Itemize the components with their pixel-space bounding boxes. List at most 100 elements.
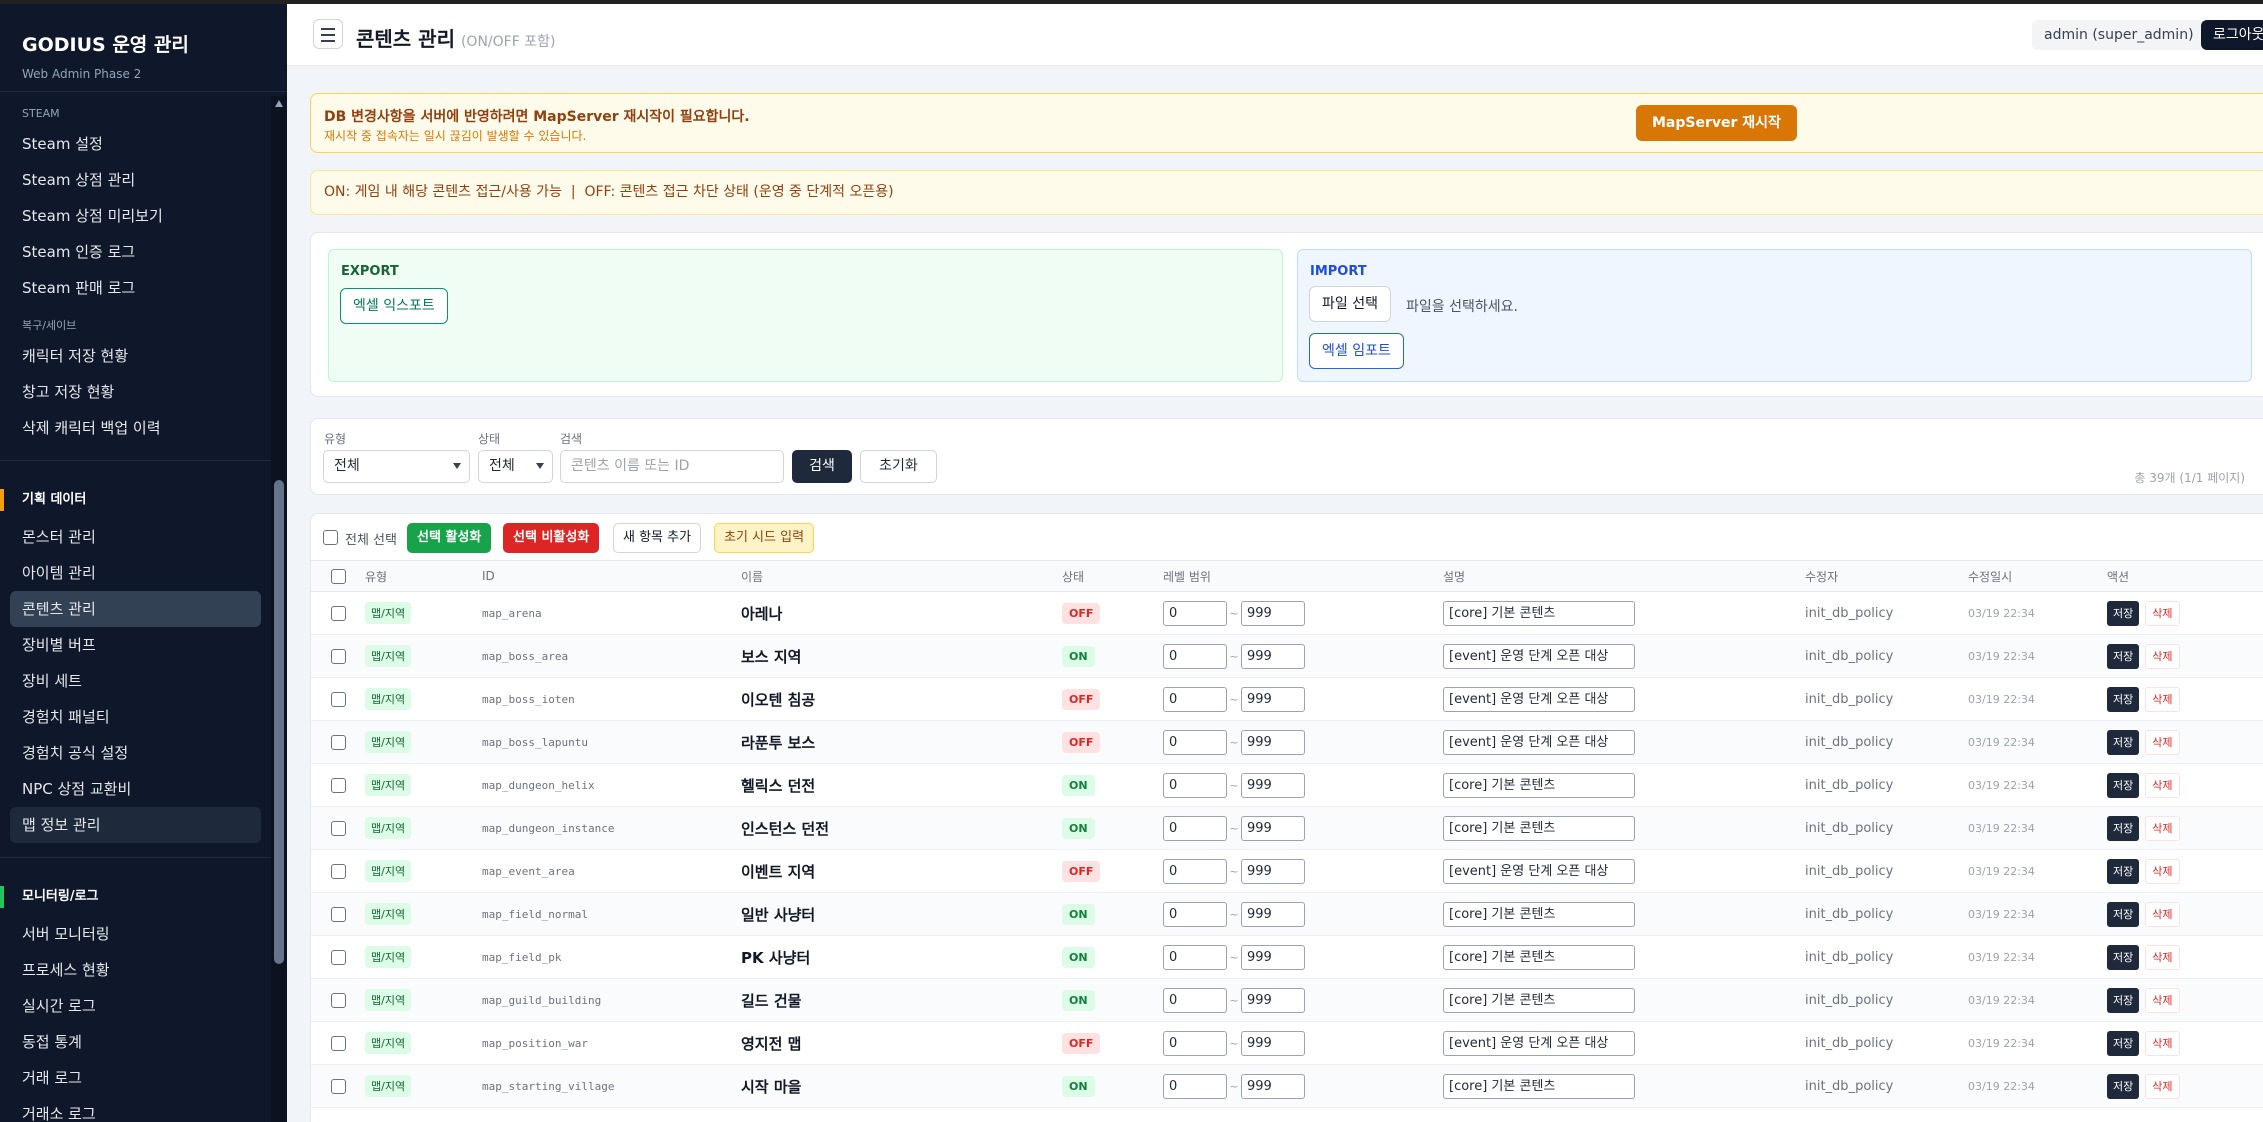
save-button[interactable]: 저장 xyxy=(2107,1073,2140,1099)
level-max-input[interactable]: 999 xyxy=(1241,858,1305,884)
save-button[interactable]: 저장 xyxy=(2107,600,2140,626)
row-checkbox[interactable] xyxy=(331,906,346,922)
level-max-input[interactable]: 999 xyxy=(1241,600,1305,626)
description-input[interactable]: [event] 운영 단계 오픈 대상 xyxy=(1443,858,1635,884)
nav-item[interactable]: 거래 로그 xyxy=(22,1069,82,1087)
nav-item[interactable]: 경험치 패널티 xyxy=(22,708,110,726)
state-badge[interactable]: OFF xyxy=(1062,688,1101,710)
save-button[interactable]: 저장 xyxy=(2107,815,2140,841)
description-input[interactable]: [event] 운영 단계 오픈 대상 xyxy=(1443,686,1635,712)
state-select[interactable]: 전체 xyxy=(478,450,553,483)
logout-button[interactable]: 로그아웃 xyxy=(2201,20,2263,50)
delete-button[interactable]: 삭제 xyxy=(2145,1030,2180,1056)
nav-item[interactable]: Steam 인증 로그 xyxy=(22,243,136,261)
state-badge[interactable]: OFF xyxy=(1062,602,1101,624)
row-checkbox[interactable] xyxy=(331,734,346,750)
level-max-input[interactable]: 999 xyxy=(1241,1073,1305,1099)
file-button[interactable]: 파일 선택 xyxy=(1309,286,1391,322)
nav-item[interactable]: Steam 상점 관리 xyxy=(22,171,136,189)
import-button[interactable]: 엑셀 임포트 xyxy=(1309,333,1404,369)
select-all-checkbox[interactable] xyxy=(323,530,338,545)
level-min-input[interactable]: 0 xyxy=(1163,600,1227,626)
save-button[interactable]: 저장 xyxy=(2107,643,2140,669)
state-badge[interactable]: OFF xyxy=(1062,1032,1101,1054)
search-input[interactable]: 콘텐츠 이름 또는 ID xyxy=(560,450,784,483)
state-badge[interactable]: ON xyxy=(1062,903,1095,925)
row-checkbox[interactable] xyxy=(331,691,346,707)
state-badge[interactable]: OFF xyxy=(1062,860,1101,882)
save-button[interactable]: 저장 xyxy=(2107,901,2140,927)
delete-button[interactable]: 삭제 xyxy=(2145,772,2180,798)
description-input[interactable]: [core] 기본 콘텐츠 xyxy=(1443,944,1635,970)
nav-item[interactable]: Steam 판매 로그 xyxy=(22,279,136,297)
level-max-input[interactable]: 999 xyxy=(1241,686,1305,712)
level-max-input[interactable]: 999 xyxy=(1241,772,1305,798)
activate-button[interactable]: 선택 활성화 xyxy=(407,523,492,553)
level-min-input[interactable]: 0 xyxy=(1163,815,1227,841)
state-badge[interactable]: OFF xyxy=(1062,731,1101,753)
save-button[interactable]: 저장 xyxy=(2107,1030,2140,1056)
level-max-input[interactable]: 999 xyxy=(1241,987,1305,1013)
nav-item[interactable]: 경험치 공식 설정 xyxy=(22,744,129,762)
state-badge[interactable]: ON xyxy=(1062,774,1095,796)
level-min-input[interactable]: 0 xyxy=(1163,944,1227,970)
save-button[interactable]: 저장 xyxy=(2107,944,2140,970)
nav-item[interactable]: 장비 세트 xyxy=(22,672,82,690)
level-min-input[interactable]: 0 xyxy=(1163,987,1227,1013)
row-checkbox[interactable] xyxy=(331,1035,346,1051)
level-min-input[interactable]: 0 xyxy=(1163,643,1227,669)
level-max-input[interactable]: 999 xyxy=(1241,729,1305,755)
seed-button[interactable]: 초기 시드 입력 xyxy=(714,523,815,553)
state-badge[interactable]: ON xyxy=(1062,989,1095,1011)
delete-button[interactable]: 삭제 xyxy=(2145,901,2180,927)
level-min-input[interactable]: 0 xyxy=(1163,858,1227,884)
restart-button[interactable]: MapServer 재시작 xyxy=(1636,105,1797,141)
save-button[interactable]: 저장 xyxy=(2107,858,2140,884)
level-min-input[interactable]: 0 xyxy=(1163,729,1227,755)
save-button[interactable]: 저장 xyxy=(2107,686,2140,712)
delete-button[interactable]: 삭제 xyxy=(2145,987,2180,1013)
state-badge[interactable]: ON xyxy=(1062,1075,1095,1097)
nav-item[interactable]: 프로세스 현황 xyxy=(22,961,110,979)
delete-button[interactable]: 삭제 xyxy=(2145,643,2180,669)
description-input[interactable]: [event] 운영 단계 오픈 대상 xyxy=(1443,729,1635,755)
level-min-input[interactable]: 0 xyxy=(1163,772,1227,798)
nav-item[interactable]: 서버 모니터링 xyxy=(22,925,110,943)
delete-button[interactable]: 삭제 xyxy=(2145,815,2180,841)
delete-button[interactable]: 삭제 xyxy=(2145,944,2180,970)
save-button[interactable]: 저장 xyxy=(2107,987,2140,1013)
delete-button[interactable]: 삭제 xyxy=(2145,686,2180,712)
level-max-input[interactable]: 999 xyxy=(1241,815,1305,841)
state-badge[interactable]: ON xyxy=(1062,645,1095,667)
nav-item[interactable]: 콘텐츠 관리 xyxy=(10,591,261,627)
description-input[interactable]: [event] 운영 단계 오픈 대상 xyxy=(1443,643,1635,669)
nav-item[interactable]: 거래소 로그 xyxy=(22,1105,96,1122)
level-max-input[interactable]: 999 xyxy=(1241,944,1305,970)
description-input[interactable]: [core] 기본 콘텐츠 xyxy=(1443,772,1635,798)
row-checkbox[interactable] xyxy=(331,820,346,836)
nav-item[interactable]: 맵 정보 관리 xyxy=(10,807,261,843)
level-min-input[interactable]: 0 xyxy=(1163,686,1227,712)
description-input[interactable]: [core] 기본 콘텐츠 xyxy=(1443,901,1635,927)
add-button[interactable]: 새 항목 추가 xyxy=(613,523,702,553)
level-min-input[interactable]: 0 xyxy=(1163,901,1227,927)
row-checkbox[interactable] xyxy=(331,949,346,965)
row-checkbox[interactable] xyxy=(331,648,346,664)
state-badge[interactable]: ON xyxy=(1062,817,1095,839)
nav-item[interactable]: 창고 저장 현황 xyxy=(22,383,115,401)
nav-item[interactable]: 캐릭터 저장 현황 xyxy=(22,347,129,365)
menu-button[interactable] xyxy=(313,19,343,49)
delete-button[interactable]: 삭제 xyxy=(2145,1073,2180,1099)
search-button[interactable]: 검색 xyxy=(792,450,852,483)
level-max-input[interactable]: 999 xyxy=(1241,901,1305,927)
level-max-input[interactable]: 999 xyxy=(1241,643,1305,669)
scroll-arrow[interactable] xyxy=(275,100,283,107)
type-select[interactable]: 전체 xyxy=(323,450,470,483)
nav-item[interactable]: 실시간 로그 xyxy=(22,997,96,1015)
description-input[interactable]: [core] 기본 콘텐츠 xyxy=(1443,987,1635,1013)
save-button[interactable]: 저장 xyxy=(2107,772,2140,798)
row-checkbox[interactable] xyxy=(331,777,346,793)
save-button[interactable]: 저장 xyxy=(2107,729,2140,755)
row-checkbox[interactable] xyxy=(331,863,346,879)
nav-item[interactable]: 아이템 관리 xyxy=(22,564,96,582)
